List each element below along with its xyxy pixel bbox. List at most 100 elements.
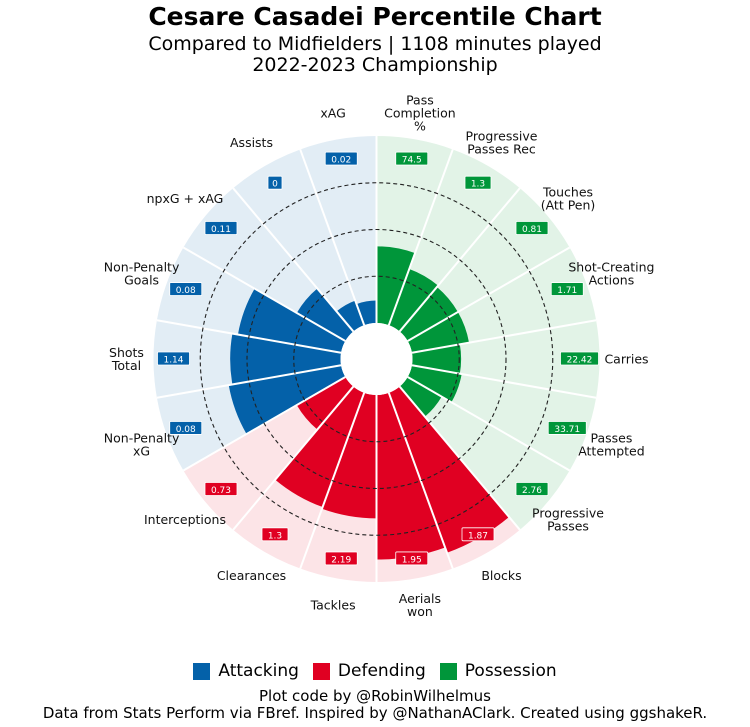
- value-label: 1.3: [268, 531, 282, 541]
- value-box: [395, 551, 429, 566]
- slice-label: Pass Completion%: [384, 92, 456, 133]
- value-box: [461, 527, 495, 542]
- legend-label: Defending: [337, 661, 426, 681]
- slice-divider: [411, 319, 597, 354]
- bar-passes-attempted: [407, 365, 462, 403]
- legend-item-attacking: Attacking: [193, 661, 299, 681]
- slice-divider: [182, 246, 346, 342]
- value-box: [324, 551, 358, 566]
- bar-non-penalty-goals: [237, 288, 346, 353]
- center-hole: [340, 323, 413, 395]
- slice-divider: [387, 392, 454, 569]
- value-label: 0.11: [211, 225, 231, 235]
- bar-npxg-xag: [296, 288, 354, 341]
- footer-source: Data from Stats Perform via FBref. Inspi…: [42, 704, 708, 722]
- value-label: 33.71: [554, 425, 580, 435]
- slice-label: Carries: [604, 352, 648, 367]
- value-label: 0: [272, 180, 278, 190]
- value-box: [169, 282, 203, 296]
- slice-label: Aerials won: [399, 591, 441, 619]
- value-label: 1.14: [163, 356, 183, 366]
- value-label: 0.02: [331, 156, 351, 166]
- slice-label: Non-Penalty Goals: [104, 259, 180, 287]
- value-box: [515, 221, 549, 235]
- bar-carries: [411, 344, 462, 374]
- value-label: 1.3: [471, 180, 485, 190]
- bar-clearances: [275, 386, 365, 508]
- slice-divider: [232, 385, 355, 531]
- bar-non-penalty-xg: [228, 365, 346, 435]
- bar-touches-att-pen-: [399, 287, 458, 341]
- value-label: 1.95: [402, 555, 422, 565]
- slice-label: Touches (Att Pen): [541, 184, 596, 212]
- value-box: [550, 282, 584, 296]
- bar-shots-total: [230, 333, 342, 385]
- bar-progressive-passes-rec: [388, 268, 439, 332]
- legend-label: Possession: [464, 661, 557, 681]
- bar-xag: [356, 300, 377, 326]
- value-box: [157, 351, 190, 366]
- legend: Attacking Defending Possession: [0, 661, 750, 681]
- footer-credit: Plot code by @RobinWilhelmus: [259, 687, 491, 705]
- slice-divider: [299, 149, 366, 326]
- slice-divider: [387, 149, 454, 326]
- slice-divider: [407, 376, 571, 472]
- slice-label: Non-Penalty xG: [104, 431, 180, 459]
- value-label: 1.87: [468, 531, 488, 541]
- bar-progressive-passes: [399, 377, 442, 417]
- slice-label: Blocks: [481, 568, 521, 583]
- value-label: 2.76: [522, 486, 542, 496]
- slice-label: Interceptions: [144, 512, 226, 527]
- value-box: [204, 482, 238, 496]
- slice-label: Passes Attempted: [578, 431, 644, 459]
- value-box: [204, 221, 238, 235]
- legend-item-possession: Possession: [439, 661, 557, 681]
- bar-blocks: [388, 386, 510, 553]
- value-box: [547, 421, 587, 435]
- bar-pass-completion-: [376, 246, 416, 326]
- gridline-50: [246, 228, 507, 490]
- slice-label: Tackles: [310, 598, 356, 613]
- value-box: [515, 482, 549, 496]
- slice-divider: [156, 364, 342, 399]
- slice-label: Clearances: [217, 568, 286, 583]
- value-box: [395, 151, 429, 166]
- value-box: [169, 421, 203, 435]
- value-label: 0.81: [522, 225, 542, 235]
- value-label: 0.08: [176, 425, 196, 435]
- slice-label: Assists: [230, 135, 273, 150]
- slice-label: Progressive Passes Rec: [466, 128, 538, 156]
- gridline-75: [199, 182, 554, 536]
- bar-interceptions: [296, 377, 354, 430]
- slice-label: Progressive Passes: [532, 506, 604, 534]
- value-box: [267, 175, 283, 190]
- slice-background: [300, 136, 377, 326]
- legend-label: Attacking: [218, 661, 299, 681]
- legend-swatch-possession: [439, 662, 457, 680]
- value-label: 74.5: [402, 156, 422, 166]
- subtitle-line-1: Compared to Midfielders | 1108 minutes p…: [148, 33, 602, 55]
- gridline-25: [293, 275, 460, 443]
- bar-tackles: [321, 392, 377, 519]
- value-box: [261, 527, 289, 542]
- value-box: [464, 175, 492, 190]
- slice-background: [233, 149, 365, 332]
- value-label: 22.42: [567, 356, 593, 366]
- value-box: [560, 351, 599, 366]
- legend-swatch-defending: [312, 662, 330, 680]
- subtitle-line-2: 2022-2023 Championship: [252, 54, 498, 76]
- bar-shot-creating-actions: [407, 312, 470, 353]
- chart-title: Cesare Casadei Percentile Chart: [148, 2, 602, 31]
- legend-item-defending: Defending: [312, 661, 426, 681]
- bar-aerials-won: [376, 392, 446, 560]
- slice-label: Shots Total: [109, 345, 144, 373]
- value-label: 2.19: [331, 555, 351, 565]
- value-label: 0.08: [176, 286, 196, 296]
- chart-subtitle: Compared to Midfielders | 1108 minutes p…: [0, 34, 750, 76]
- footer: Plot code by @RobinWilhelmus Data from S…: [0, 688, 750, 722]
- slice-label: xAG: [320, 105, 345, 120]
- value-label: 1.71: [557, 286, 577, 296]
- slice-label: Shot-Creating Actions: [568, 259, 654, 287]
- legend-swatch-attacking: [193, 662, 211, 680]
- value-label: 0.73: [211, 486, 231, 496]
